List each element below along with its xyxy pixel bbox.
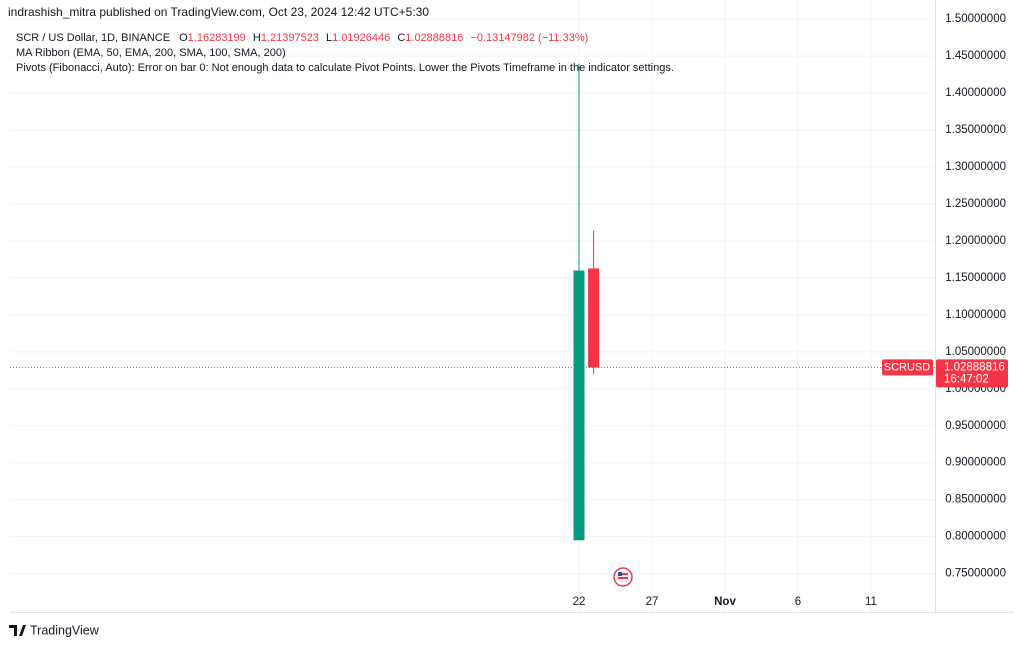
event-icon <box>613 567 633 587</box>
y-tick-label: 0.95000000 <box>945 420 1006 432</box>
legend: SCR / US Dollar, 1D, BINANCE O1.16283199… <box>16 32 588 44</box>
y-tick-label: 1.35000000 <box>945 124 1006 136</box>
y-tick-label: 1.45000000 <box>945 50 1006 62</box>
ohlc-label: O <box>179 32 188 44</box>
countdown-label: 16:47:02 <box>944 373 989 385</box>
ohlc-label: C <box>397 32 405 44</box>
brand-logo <box>9 625 26 636</box>
indicator: Pivots (Fibonacci, Auto): Error on bar 0… <box>16 62 674 74</box>
x-tick-label: 11 <box>865 596 877 608</box>
x-tick-label: 6 <box>795 596 801 608</box>
low-value: 1.01926446 <box>332 32 390 44</box>
y-tick-label: 1.25000000 <box>945 198 1006 210</box>
symbol-tag <box>882 359 933 376</box>
x-tick-label: Nov <box>714 596 736 608</box>
candle-body <box>588 268 600 368</box>
high-value: 1.21397523 <box>261 32 319 44</box>
x-tick-label: 27 <box>646 596 659 608</box>
y-tick-label: 1.40000000 <box>945 87 1006 99</box>
y-tick-label: 1.05000000 <box>945 346 1006 358</box>
y-tick-label: 1.15000000 <box>945 272 1006 284</box>
y-tick-label: 0.90000000 <box>945 457 1006 469</box>
ohlc-label: H <box>253 32 261 44</box>
ohlc-label: L <box>326 32 332 44</box>
brand: TradingView <box>9 623 100 637</box>
y-tick-label: 0.85000000 <box>945 494 1006 506</box>
symbol-info: SCR / US Dollar, 1D, BINANCE <box>16 32 170 44</box>
y-tick-label: 1.10000000 <box>945 309 1006 321</box>
y-tick-label: 0.75000000 <box>945 568 1006 580</box>
brand-name: TradingView <box>30 623 100 637</box>
y-tick-label: 1.20000000 <box>945 235 1006 247</box>
publisher: indrashish_mitra published on TradingVie… <box>8 5 429 19</box>
y-tick-label: 0.80000000 <box>945 531 1006 543</box>
close-value: 1.02888816 <box>405 32 463 44</box>
price-label: 1.02888816 <box>944 361 1005 373</box>
grid <box>10 0 935 612</box>
x-tick-label: 22 <box>573 596 586 608</box>
open-value: 1.16283199 <box>188 32 246 44</box>
candle-body <box>573 270 585 541</box>
y-tick-label: 1.30000000 <box>945 161 1006 173</box>
y-tick-label: 1.50000000 <box>945 13 1006 25</box>
change: −0.13147982 (−11.33%) <box>470 32 588 44</box>
plot <box>10 63 935 541</box>
indicator: MA Ribbon (EMA, 50, EMA, 200, SMA, 100, … <box>16 47 286 59</box>
price-tag <box>936 359 1008 388</box>
symbol-label: SCRUSD <box>884 361 931 373</box>
